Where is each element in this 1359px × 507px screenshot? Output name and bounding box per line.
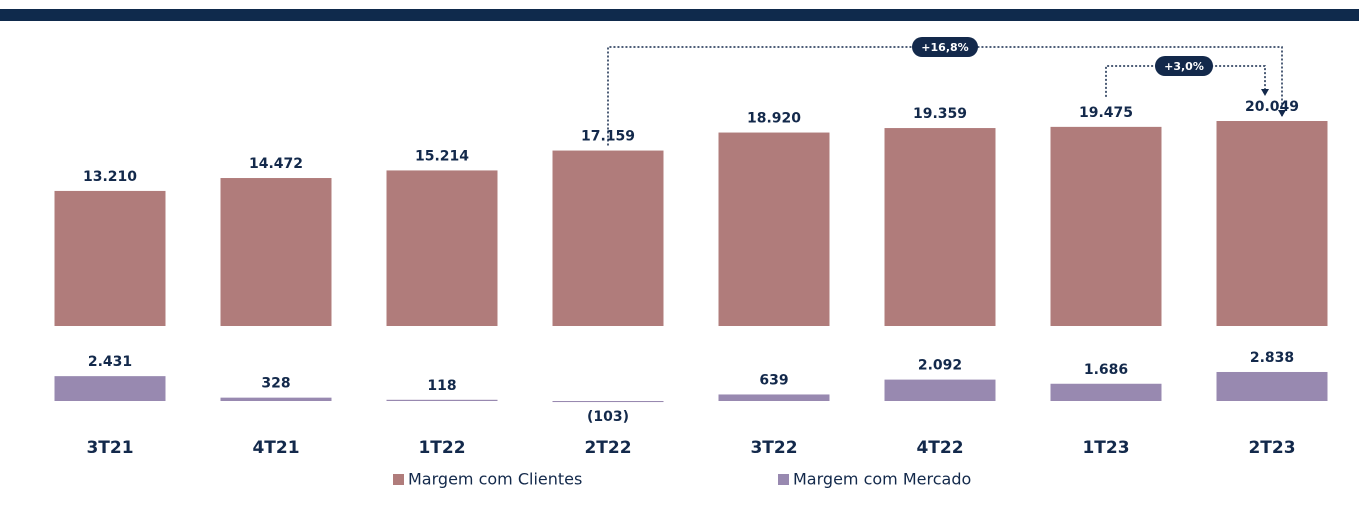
bar (552, 401, 664, 403)
data-label: (103) (587, 409, 629, 425)
bar (1216, 371, 1328, 401)
bar (884, 128, 996, 326)
data-label: 18.920 (747, 111, 801, 127)
data-label: 19.359 (913, 106, 967, 122)
bar (1216, 121, 1328, 326)
legend-swatch (393, 474, 404, 485)
bar (54, 376, 166, 401)
bar (386, 399, 498, 401)
x-tick-label: 1T23 (1082, 438, 1129, 458)
annotation-bracket (1105, 65, 1266, 97)
data-label: 118 (427, 378, 456, 394)
legend: Margem com Clientes Margem com Mercado (393, 470, 971, 489)
x-tick-label: 4T22 (916, 438, 963, 458)
annotation-text: +16,8% (921, 41, 968, 54)
x-tick-label: 2T22 (584, 438, 631, 458)
data-label: 13.210 (83, 169, 137, 185)
bar (1050, 383, 1162, 401)
annotation-arrow (1278, 110, 1286, 117)
bar (220, 397, 332, 401)
data-label: 2.092 (918, 358, 962, 374)
data-label: 1.686 (1084, 362, 1128, 378)
legend-label: Margem com Clientes (408, 470, 582, 489)
annotation-arrow (1261, 89, 1269, 96)
annotation-pill (912, 37, 978, 57)
legend-label: Margem com Mercado (793, 470, 971, 489)
data-label: 20.049 (1245, 99, 1299, 115)
bar (54, 190, 166, 326)
x-tick-label: 3T22 (750, 438, 797, 458)
data-label: 2.431 (88, 354, 132, 370)
annotation-pill (1155, 56, 1213, 76)
data-label: 15.214 (415, 148, 469, 164)
x-tick-label: 2T23 (1248, 438, 1295, 458)
data-label: 328 (261, 376, 290, 392)
bar (386, 170, 498, 326)
header-bar (0, 9, 1359, 21)
data-label: 14.472 (249, 156, 303, 172)
data-label: 19.475 (1079, 105, 1133, 121)
x-tick-label: 4T21 (252, 438, 299, 458)
bar (718, 394, 830, 401)
x-tick-label: 1T22 (418, 438, 465, 458)
data-label: 2.838 (1250, 350, 1294, 366)
annotation-text: +3,0% (1164, 60, 1204, 73)
bar (718, 132, 830, 326)
bar (220, 178, 332, 326)
bar (1050, 126, 1162, 327)
legend-swatch (778, 474, 789, 485)
data-label: 639 (759, 372, 788, 388)
bar (884, 379, 996, 401)
bar (552, 150, 664, 326)
x-tick-label: 3T21 (86, 438, 133, 458)
annotation-bracket (607, 46, 1283, 146)
